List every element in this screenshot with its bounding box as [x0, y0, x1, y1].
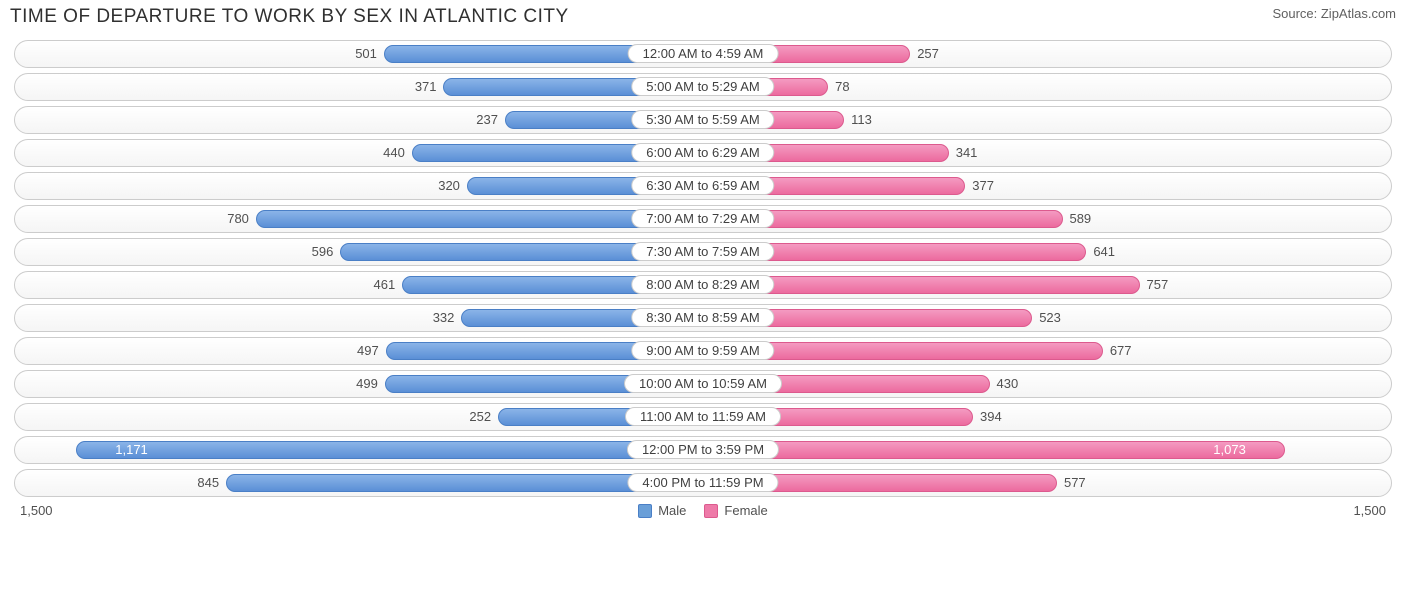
female-value-label: 677: [1110, 343, 1132, 358]
male-value-label: 497: [357, 343, 379, 358]
bar-row: 845 577 4:00 PM to 11:59 PM: [14, 469, 1392, 497]
category-label: 8:00 AM to 8:29 AM: [631, 275, 774, 294]
male-value-label: 440: [383, 145, 405, 160]
legend-item-male: Male: [638, 503, 686, 518]
male-value-label: 1,171: [115, 442, 148, 457]
legend-swatch-male: [638, 504, 652, 518]
category-label: 11:00 AM to 11:59 AM: [625, 407, 781, 426]
female-bar: [703, 441, 1285, 459]
category-label: 5:00 AM to 5:29 AM: [631, 77, 774, 96]
category-label: 12:00 PM to 3:59 PM: [627, 440, 779, 459]
bar-row: 320 377 6:30 AM to 6:59 AM: [14, 172, 1392, 200]
female-value-label: 341: [956, 145, 978, 160]
male-value-label: 780: [227, 211, 249, 226]
female-value-label: 523: [1039, 310, 1061, 325]
male-value-label: 845: [197, 475, 219, 490]
male-value-label: 501: [355, 46, 377, 61]
legend-item-female: Female: [704, 503, 767, 518]
chart-header: TIME OF DEPARTURE TO WORK BY SEX IN ATLA…: [10, 6, 1396, 28]
axis-max-left: 1,500: [20, 503, 53, 518]
bar-row: 501 257 12:00 AM to 4:59 AM: [14, 40, 1392, 68]
female-value-label: 394: [980, 409, 1002, 424]
male-value-label: 332: [433, 310, 455, 325]
female-value-label: 257: [917, 46, 939, 61]
male-value-label: 237: [476, 112, 498, 127]
bar-row: 596 641 7:30 AM to 7:59 AM: [14, 238, 1392, 266]
chart-source: Source: ZipAtlas.com: [1272, 6, 1396, 21]
category-label: 9:00 AM to 9:59 AM: [631, 341, 774, 360]
legend-swatch-female: [704, 504, 718, 518]
chart-rows: 501 257 12:00 AM to 4:59 AM 371 78 5:00 AM to…: [10, 40, 1396, 497]
legend-label-male: Male: [658, 503, 686, 518]
chart-footer: 1,500 Male Female 1,500: [10, 503, 1396, 518]
category-label: 10:00 AM to 10:59 AM: [624, 374, 782, 393]
category-label: 6:00 AM to 6:29 AM: [631, 143, 774, 162]
diverging-bar-chart: TIME OF DEPARTURE TO WORK BY SEX IN ATLA…: [0, 0, 1406, 528]
category-label: 5:30 AM to 5:59 AM: [631, 110, 774, 129]
male-value-label: 596: [312, 244, 334, 259]
female-value-label: 377: [972, 178, 994, 193]
category-label: 8:30 AM to 8:59 AM: [631, 308, 774, 327]
male-bar: [76, 441, 703, 459]
bar-row: 440 341 6:00 AM to 6:29 AM: [14, 139, 1392, 167]
male-value-label: 320: [438, 178, 460, 193]
female-value-label: 757: [1147, 277, 1169, 292]
bar-row: 780 589 7:00 AM to 7:29 AM: [14, 205, 1392, 233]
chart-title: TIME OF DEPARTURE TO WORK BY SEX IN ATLA…: [10, 6, 569, 28]
category-label: 7:00 AM to 7:29 AM: [631, 209, 774, 228]
category-label: 12:00 AM to 4:59 AM: [628, 44, 779, 63]
bar-row: 461 757 8:00 AM to 8:29 AM: [14, 271, 1392, 299]
bar-row: 332 523 8:30 AM to 8:59 AM: [14, 304, 1392, 332]
category-label: 4:00 PM to 11:59 PM: [627, 473, 778, 492]
female-value-label: 78: [835, 79, 849, 94]
bar-row: 371 78 5:00 AM to 5:29 AM: [14, 73, 1392, 101]
bar-row: 1,171 1,073 12:00 PM to 3:59 PM: [14, 436, 1392, 464]
bar-row: 237 113 5:30 AM to 5:59 AM: [14, 106, 1392, 134]
legend: Male Female: [638, 503, 768, 518]
bar-row: 497 677 9:00 AM to 9:59 AM: [14, 337, 1392, 365]
male-value-label: 461: [374, 277, 396, 292]
female-value-label: 641: [1093, 244, 1115, 259]
category-label: 6:30 AM to 6:59 AM: [631, 176, 774, 195]
male-value-label: 499: [356, 376, 378, 391]
female-value-label: 1,073: [1213, 442, 1246, 457]
female-value-label: 577: [1064, 475, 1086, 490]
female-value-label: 430: [997, 376, 1019, 391]
female-value-label: 113: [851, 112, 872, 127]
male-value-label: 252: [469, 409, 491, 424]
legend-label-female: Female: [724, 503, 767, 518]
axis-max-right: 1,500: [1353, 503, 1386, 518]
bar-row: 252 394 11:00 AM to 11:59 AM: [14, 403, 1392, 431]
category-label: 7:30 AM to 7:59 AM: [631, 242, 774, 261]
bar-row: 499 430 10:00 AM to 10:59 AM: [14, 370, 1392, 398]
male-value-label: 371: [415, 79, 437, 94]
female-value-label: 589: [1069, 211, 1091, 226]
